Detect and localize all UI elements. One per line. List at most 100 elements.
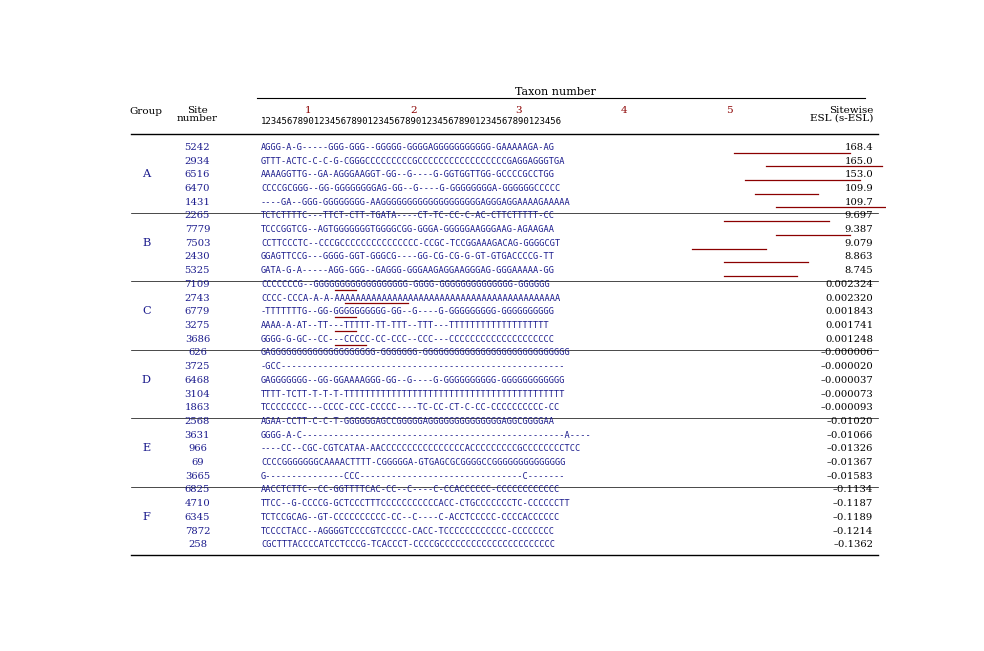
Text: AGAA-CCTT-C-C-T-GGGGGGAGCCGGGGGAGGGGGGGGGGGGGGAGGCGGGGAA: AGAA-CCTT-C-C-T-GGGGGGAGCCGGGGGAGGGGGGGG…: [261, 417, 555, 426]
Text: 12345678901234567890123456789012345678901234567890123456: 1234567890123456789012345678901234567890…: [261, 117, 562, 126]
Text: 1431: 1431: [184, 198, 211, 206]
Text: –0.000037: –0.000037: [821, 376, 873, 385]
Text: CCTTCCCTC--CCCGCCCCCCCCCCCCCCC-CCGC-TCCGGAAAGACAG-GGGGCGT: CCTTCCCTC--CCCGCCCCCCCCCCCCCCC-CCGC-TCCG…: [261, 239, 560, 248]
Text: -TTTTTTTG--GG-GGGGGGGGGG-GG--G----G-GGGGGGGGG-GGGGGGGGGG: -TTTTTTTG--GG-GGGGGGGGGG-GG--G----G-GGGG…: [261, 307, 555, 316]
Text: 2934: 2934: [185, 156, 211, 165]
Text: –0.1214: –0.1214: [832, 527, 873, 536]
Text: 1: 1: [305, 106, 312, 115]
Text: 109.7: 109.7: [844, 198, 873, 206]
Text: 2743: 2743: [185, 294, 211, 303]
Text: –0.1187: –0.1187: [832, 499, 873, 508]
Text: 3: 3: [516, 106, 522, 115]
Text: AGGG-A-G-----GGG-GGG--GGGGG-GGGGAGGGGGGGGGGG-GAAAAAGA-AG: AGGG-A-G-----GGG-GGG--GGGGG-GGGGAGGGGGGG…: [261, 143, 555, 152]
Text: Taxon number: Taxon number: [515, 87, 596, 98]
Text: 168.4: 168.4: [844, 143, 873, 152]
Text: GAGGGGGGGGGGGGGGGGGGGG-GGGGGGG-GGGGGGGGGGGGGGGGGGGGGGGGGGGG: GAGGGGGGGGGGGGGGGGGGGG-GGGGGGG-GGGGGGGGG…: [261, 348, 571, 357]
Text: GAGGGGGGG--GG-GGAAAAGGG-GG--G----G-GGGGGGGGGG-GGGGGGGGGGGG: GAGGGGGGG--GG-GGAAAAGGG-GG--G----G-GGGGG…: [261, 376, 566, 385]
Text: G---------------CCC-------------------------------C-------: G---------------CCC---------------------…: [261, 472, 566, 480]
Text: GGGG-A-C--------------------------------------------------A----: GGGG-A-C--------------------------------…: [261, 430, 591, 439]
Text: number: number: [177, 113, 217, 122]
Text: –0.01367: –0.01367: [827, 458, 873, 467]
Text: 966: 966: [188, 445, 207, 453]
Text: 6825: 6825: [185, 486, 211, 495]
Text: Site: Site: [187, 106, 208, 115]
Text: 3686: 3686: [185, 335, 210, 344]
Text: CCCCGCGGG--GG-GGGGGGGGAG-GG--G----G-GGGGGGGGA-GGGGGGCCCCC: CCCCGCGGG--GG-GGGGGGGGAG-GG--G----G-GGGG…: [261, 184, 560, 193]
Text: 6345: 6345: [185, 513, 211, 522]
Text: 6779: 6779: [185, 307, 211, 316]
Text: GGGG-G-GC--CC---CCCCC-CC-CCC--CCC---CCCCCCCCCCCCCCCCCCCC: GGGG-G-GC--CC---CCCCC-CC-CCC--CCC---CCCC…: [261, 335, 555, 344]
Text: AAAA-A-AT--TT---TTTTT-TT-TTT--TTT---TTTTTTTTTTTTTTTTTTT: AAAA-A-AT--TT---TTTTT-TT-TTT--TTT---TTTT…: [261, 321, 550, 330]
Text: 0.001843: 0.001843: [826, 307, 873, 316]
Text: TCCCCCCCC---CCCC-CCC-CCCCC----TC-CC-CT-C-CC-CCCCCCCCCC-CC: TCCCCCCCC---CCCC-CCC-CCCCC----TC-CC-CT-C…: [261, 403, 560, 412]
Text: 9.079: 9.079: [844, 239, 873, 248]
Text: 153.0: 153.0: [844, 170, 873, 179]
Text: 3631: 3631: [185, 430, 211, 439]
Text: CGCTTTACCCCATCCTCCCG-TCACCCT-CCCCGCCCCCCCCCCCCCCCCCCCCCC: CGCTTTACCCCATCCTCCCG-TCACCCT-CCCCGCCCCCC…: [261, 540, 555, 549]
Text: GATA-G-A-----AGG-GGG--GAGGG-GGGAAGAGGAAGGGAG-GGGAAAAA-GG: GATA-G-A-----AGG-GGG--GAGGG-GGGAAGAGGAAG…: [261, 266, 555, 275]
Text: 4710: 4710: [185, 499, 211, 508]
Text: CCCCCCCG--GGGGGGGGGGGGGGGGGG-GGGG-GGGGGGGGGGGGGG-GGGGGG: CCCCCCCG--GGGGGGGGGGGGGGGGGG-GGGG-GGGGGG…: [261, 280, 550, 289]
Text: Group: Group: [130, 107, 162, 117]
Text: –0.000020: –0.000020: [821, 362, 873, 371]
Text: 7872: 7872: [185, 527, 211, 536]
Text: TCCCGGTCG--AGTGGGGGGGTGGGGCGG-GGGA-GGGGGAAGGGAAG-AGAAGAA: TCCCGGTCG--AGTGGGGGGGTGGGGCGG-GGGA-GGGGG…: [261, 225, 555, 234]
Text: TCTCCGCAG--GT-CCCCCCCCCC-CC--C----C-ACCTCCCCC-CCCCACCCCCC: TCTCCGCAG--GT-CCCCCCCCCC-CC--C----C-ACCT…: [261, 513, 560, 522]
Text: –0.01020: –0.01020: [827, 417, 873, 426]
Text: 9.697: 9.697: [844, 212, 873, 220]
Text: GGAGTTCCG---GGGG-GGT-GGGCG----GG-CG-CG-G-GT-GTGACCCCG-TT: GGAGTTCCG---GGGG-GGT-GGGCG----GG-CG-CG-G…: [261, 253, 555, 262]
Text: 6468: 6468: [185, 376, 211, 385]
Text: –0.000093: –0.000093: [821, 403, 873, 412]
Text: ----GA--GGG-GGGGGGGG-AAGGGGGGGGGGGGGGGGGGGAGGGAGGAAAAGAAAAA: ----GA--GGG-GGGGGGGG-AAGGGGGGGGGGGGGGGGG…: [261, 198, 571, 206]
Text: E: E: [142, 443, 151, 454]
Text: –0.1189: –0.1189: [832, 513, 873, 522]
Text: TCTCTTTTC---TTCT-CTT-TGATA----CT-TC-CC-C-AC-CTTCTTTTT-CC: TCTCTTTTC---TTCT-CTT-TGATA----CT-TC-CC-C…: [261, 212, 555, 220]
Text: 5: 5: [725, 106, 732, 115]
Text: 1863: 1863: [185, 403, 211, 412]
Text: 7779: 7779: [185, 225, 211, 234]
Text: –0.000073: –0.000073: [821, 389, 873, 398]
Text: 2568: 2568: [185, 417, 211, 426]
Text: -GCC------------------------------------------------------: -GCC------------------------------------…: [261, 362, 566, 371]
Text: 3104: 3104: [185, 389, 211, 398]
Text: TCCCCTACC--AGGGGTCCCCGTCCCCC-CACC-TCCCCCCCCCCCC-CCCCCCCC: TCCCCTACC--AGGGGTCCCCGTCCCCC-CACC-TCCCCC…: [261, 527, 555, 536]
Text: 0.002324: 0.002324: [826, 280, 873, 289]
Text: –0.1134: –0.1134: [832, 486, 873, 495]
Text: 258: 258: [188, 540, 207, 549]
Text: 3725: 3725: [185, 362, 211, 371]
Text: D: D: [142, 375, 151, 385]
Text: 4: 4: [621, 106, 627, 115]
Text: 626: 626: [188, 348, 207, 357]
Text: ESL (s-ESL): ESL (s-ESL): [810, 113, 873, 122]
Text: Sitewise: Sitewise: [829, 106, 873, 115]
Text: CCCCGGGGGGGCAAAACTTTT-CGGGGGA-GTGAGCGCGGGGCCGGGGGGGGGGGGGG: CCCCGGGGGGGCAAAACTTTT-CGGGGGA-GTGAGCGCGG…: [261, 458, 566, 467]
Text: B: B: [142, 238, 151, 248]
Text: AAAAGGTTG--GA-AGGGAAGGT-GG--G----G-GGTGGTTGG-GCCCCGCCTGG: AAAAGGTTG--GA-AGGGAAGGT-GG--G----G-GGTGG…: [261, 170, 555, 179]
Text: GTTT-ACTC-C-C-G-CGGGCCCCCCCCCGCCCCCCCCCCCCCCCCCGAGGAGGGTGA: GTTT-ACTC-C-C-G-CGGGCCCCCCCCCGCCCCCCCCCC…: [261, 156, 566, 165]
Text: –0.000006: –0.000006: [821, 348, 873, 357]
Text: ----CC--CGC-CGTCATAA-AACCCCCCCCCCCCCCCCACCCCCCCCCGCCCCCCCCTCC: ----CC--CGC-CGTCATAA-AACCCCCCCCCCCCCCCCA…: [261, 445, 582, 453]
Text: TTTT-TCTT-T-T-T-TTTTTTTTTTTTTTTTTTTTTTTTTTTTTTTTTTTTTTTTTT: TTTT-TCTT-T-T-T-TTTTTTTTTTTTTTTTTTTTTTTT…: [261, 389, 566, 398]
Text: C: C: [142, 307, 151, 316]
Text: 7109: 7109: [185, 280, 211, 289]
Text: 0.001248: 0.001248: [826, 335, 873, 344]
Text: –0.01583: –0.01583: [827, 472, 873, 480]
Text: 109.9: 109.9: [844, 184, 873, 193]
Text: AACCTCTTC--CC-GGTTTTCAC-CC--C----C-CCACCCCCC-CCCCCCCCCCCC: AACCTCTTC--CC-GGTTTTCAC-CC--C----C-CCACC…: [261, 486, 560, 495]
Text: CCCC-CCCA-A-A-AAAAAAAAAAAAAAAAAAAAAAAAAAAAAAAAAAAAAAAAAAA: CCCC-CCCA-A-A-AAAAAAAAAAAAAAAAAAAAAAAAAA…: [261, 294, 560, 303]
Text: –0.01326: –0.01326: [827, 445, 873, 453]
Text: –0.1362: –0.1362: [833, 540, 873, 549]
Text: –0.01066: –0.01066: [827, 430, 873, 439]
Text: 2265: 2265: [185, 212, 211, 220]
Text: 6470: 6470: [185, 184, 211, 193]
Text: 0.002320: 0.002320: [826, 294, 873, 303]
Text: 69: 69: [191, 458, 204, 467]
Text: 8.745: 8.745: [844, 266, 873, 275]
Text: 5325: 5325: [185, 266, 211, 275]
Text: F: F: [143, 512, 151, 522]
Text: 2430: 2430: [185, 253, 211, 262]
Text: 3665: 3665: [185, 472, 210, 480]
Text: 7503: 7503: [185, 239, 211, 248]
Text: TTCC--G-CCCCG-GCTCCCTTTCCCCCCCCCCCACC-CTGCCCCCCCTC-CCCCCCTT: TTCC--G-CCCCG-GCTCCCTTTCCCCCCCCCCCACC-CT…: [261, 499, 571, 508]
Text: A: A: [142, 169, 151, 179]
